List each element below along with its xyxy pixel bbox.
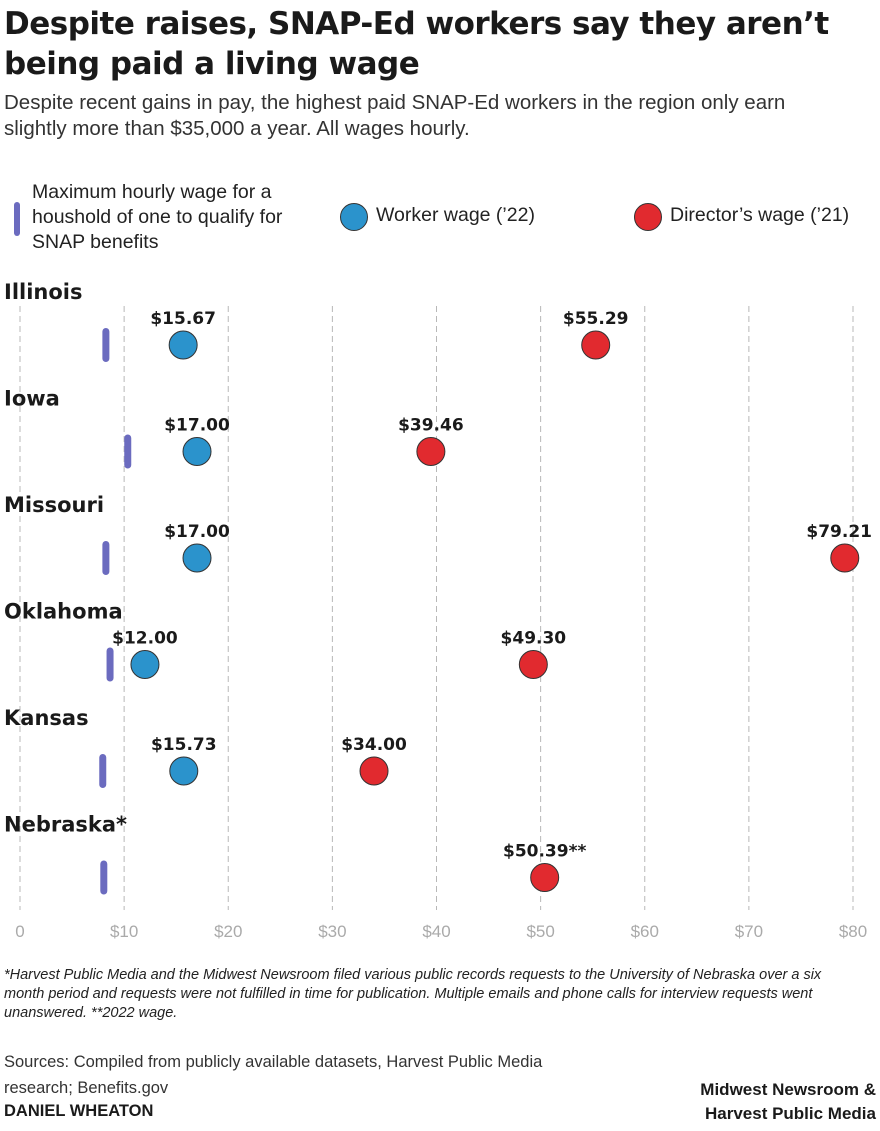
director-data-label: $79.21 [806, 522, 872, 542]
threshold-bar [106, 647, 114, 682]
worker-data-label: $15.73 [151, 735, 217, 755]
legend-label-director: Director’s wage (’21) [670, 204, 850, 226]
director-dot [830, 543, 860, 573]
credit-line-2: Harvest Public Media [704, 1104, 876, 1123]
x-tick-label: $70 [735, 922, 763, 941]
sources: Sources: Compiled from publicly availabl… [4, 1053, 543, 1097]
worker-dot [169, 756, 199, 786]
state-label: Nebraska* [4, 813, 127, 837]
state-label: Kansas [4, 706, 89, 730]
x-tick-label: $80 [839, 922, 867, 941]
threshold-bar-icon [14, 202, 20, 236]
legend: Maximum hourly wage for a houshold of on… [0, 176, 880, 256]
footnote: *Harvest Public Media and the Midwest Ne… [4, 967, 822, 1021]
director-data-label: $49.30 [501, 629, 567, 649]
state-label: Iowa [4, 387, 60, 411]
threshold-bar [99, 754, 107, 788]
state-label: Oklahoma [4, 600, 123, 624]
legend-label-worker: Worker wage (’22) [376, 204, 535, 226]
worker-dot-icon [340, 203, 368, 231]
threshold-bar [124, 434, 132, 469]
director-data-label: $39.46 [398, 416, 464, 436]
byline: DANIEL WHEATON [4, 1102, 154, 1120]
director-data-label: $55.29 [563, 309, 629, 329]
x-tick-label: $10 [110, 922, 138, 941]
worker-data-label: $12.00 [112, 629, 178, 649]
director-dot [518, 650, 548, 679]
x-tick-label: $30 [318, 922, 346, 941]
state-label: Missouri [4, 493, 104, 517]
director-dot [530, 863, 560, 892]
worker-data-label: $17.00 [164, 416, 230, 436]
legend-item-threshold: Maximum hourly wage for a houshold of on… [14, 180, 332, 255]
worker-dot [182, 543, 212, 573]
legend-item-director: Director’s wage (’21) [634, 203, 849, 231]
threshold-bar [100, 860, 108, 895]
publisher-credit: Midwest Newsroom & Harvest Public Media [700, 1078, 876, 1126]
director-dot-icon [634, 203, 662, 231]
x-tick-label: $40 [422, 922, 450, 941]
worker-data-label: $15.67 [150, 309, 216, 329]
worker-dot [168, 330, 198, 360]
x-tick-label: $60 [631, 922, 659, 941]
chart-subtitle: Despite recent gains in pay, the highest… [4, 91, 786, 140]
threshold-bar [102, 541, 110, 575]
x-tick-label: 0 [15, 922, 24, 941]
chart-title: Despite raises, SNAP-Ed workers say they… [4, 6, 829, 82]
worker-dot [130, 650, 160, 679]
director-data-label: $34.00 [341, 735, 407, 755]
legend-item-worker: Worker wage (’22) [340, 203, 535, 231]
x-tick-label: $50 [526, 922, 554, 941]
director-dot [359, 756, 389, 786]
director-data-label: $50.39** [503, 842, 586, 862]
worker-dot [182, 437, 212, 466]
threshold-bar [102, 328, 110, 362]
credit-line-1: Midwest Newsroom & [700, 1080, 876, 1099]
director-dot [416, 437, 446, 466]
state-label: Illinois [4, 280, 82, 304]
worker-data-label: $17.00 [164, 522, 230, 542]
director-dot [581, 330, 611, 360]
dot-plot: 0 $10 $20 $30 $40 $50 $60 $70 $80 Illinois $15.67 $… [4, 280, 872, 941]
x-tick-label: $20 [214, 922, 242, 941]
legend-label-threshold: Maximum hourly wage for a houshold of on… [32, 181, 283, 253]
